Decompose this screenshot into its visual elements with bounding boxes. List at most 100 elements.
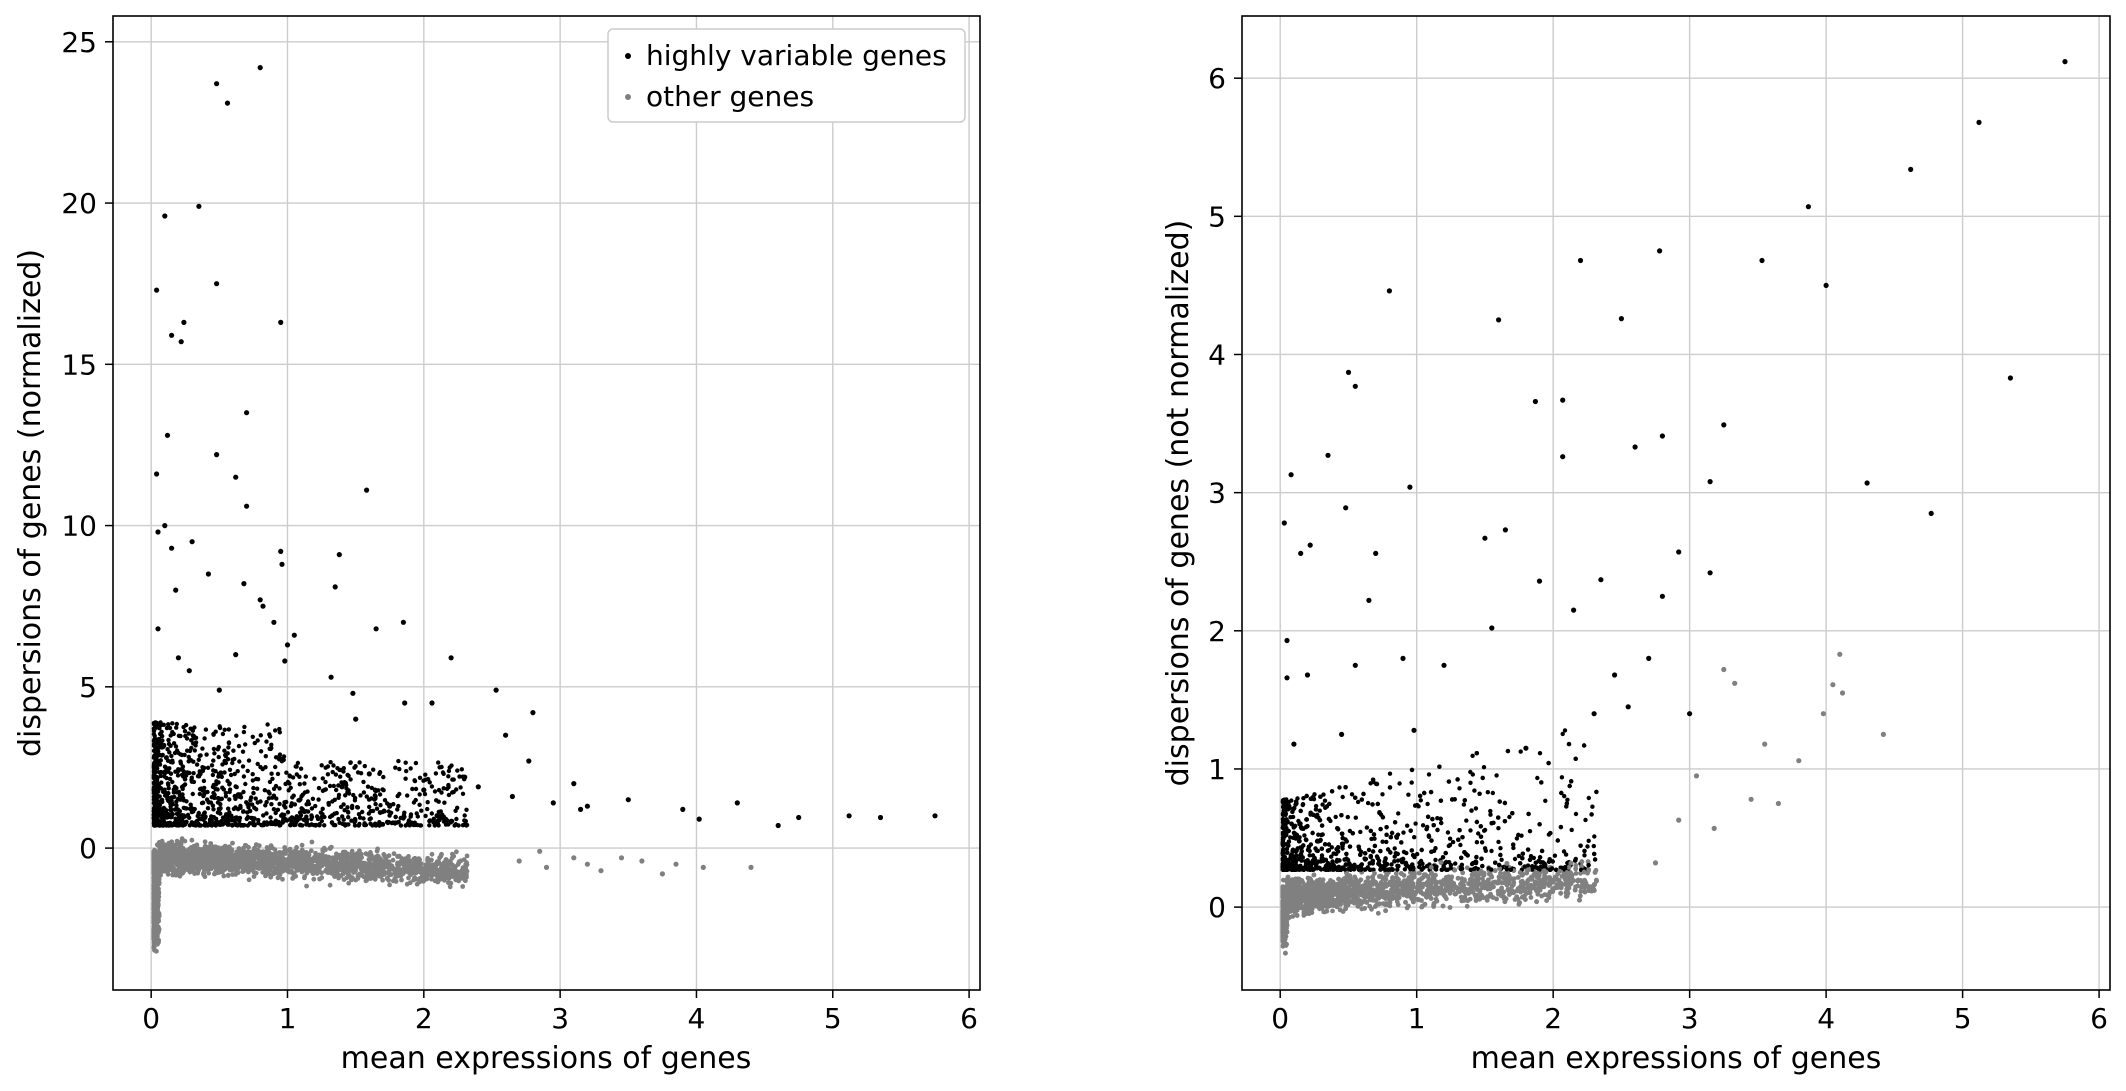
gene-point-highly-variable — [437, 765, 442, 770]
gene-point-highly-variable — [433, 771, 439, 776]
gene-point-highly-variable — [211, 746, 217, 752]
gene-point-highly-variable — [152, 768, 157, 773]
gene-point-highly-variable — [352, 798, 358, 803]
gene-point-other — [153, 858, 159, 864]
gene-point-other — [200, 862, 205, 867]
gene-point-highly-variable — [322, 823, 327, 828]
gene-point-highly-variable — [194, 762, 200, 767]
gene-point-highly-variable — [232, 756, 237, 762]
gene-point-highly-variable — [402, 814, 407, 820]
gene-point-highly-variable — [309, 806, 315, 811]
gene-point-highly-variable — [293, 764, 298, 769]
gene-point-other — [153, 919, 159, 925]
gene-point-other — [226, 850, 232, 856]
gene-point-highly-variable — [449, 763, 454, 768]
gene-point-highly-variable — [360, 809, 365, 815]
gene-point-highly-variable — [250, 802, 255, 807]
gene-point-highly-variable — [460, 791, 466, 796]
gene-point-other — [296, 850, 301, 856]
gene-point-highly-variable — [271, 807, 277, 812]
gene-point-highly-variable — [233, 822, 239, 828]
data-point-highly-variable — [175, 655, 181, 661]
gene-point-highly-variable — [169, 795, 175, 800]
gene-point-highly-variable — [220, 762, 225, 767]
gene-point-highly-variable — [368, 808, 373, 814]
data-point-highly-variable — [169, 545, 175, 551]
gene-point-highly-variable — [410, 786, 415, 792]
gene-point-other — [429, 876, 434, 882]
gene-point-other — [270, 858, 276, 864]
gene-point-highly-variable — [211, 732, 216, 737]
gene-point-other — [241, 864, 247, 870]
gene-point-highly-variable — [313, 803, 318, 809]
gene-point-other — [173, 849, 179, 854]
gene-point-other — [192, 871, 198, 876]
gene-point-highly-variable — [397, 766, 402, 772]
gene-point-other — [266, 864, 272, 870]
data-point-other — [659, 871, 666, 877]
gene-point-other — [303, 850, 309, 855]
gene-point-other — [332, 861, 337, 867]
gene-point-other — [196, 863, 202, 868]
gene-point-other — [156, 898, 161, 903]
gene-point-highly-variable — [345, 805, 350, 810]
gene-point-highly-variable — [393, 814, 398, 820]
gene-point-highly-variable — [258, 749, 264, 754]
gene-point-highly-variable — [425, 776, 431, 782]
gene-point-highly-variable — [204, 752, 209, 757]
gene-point-other — [242, 842, 248, 848]
gene-point-highly-variable — [377, 771, 382, 776]
gene-point-highly-variable — [387, 813, 392, 818]
gene-point-other — [413, 866, 419, 871]
gene-point-highly-variable — [243, 781, 248, 787]
gene-point-highly-variable — [168, 808, 174, 813]
x-axis-label-normalized: mean expressions of genes — [341, 1041, 752, 1076]
gene-point-highly-variable — [262, 788, 267, 793]
gene-point-highly-variable — [413, 786, 419, 792]
gene-point-highly-variable — [418, 823, 424, 828]
gene-point-other — [194, 850, 200, 856]
gene-point-other — [154, 894, 159, 900]
gene-point-highly-variable — [376, 788, 381, 793]
data-point-other — [618, 855, 625, 861]
gene-point-other — [457, 877, 462, 882]
data-point-highly-variable — [734, 800, 740, 806]
gene-point-other — [381, 871, 387, 877]
gene-point-other — [344, 875, 350, 881]
data-point-highly-variable — [680, 806, 686, 813]
gene-point-highly-variable — [250, 734, 255, 739]
gene-point-highly-variable — [314, 822, 319, 828]
gene-point-other — [448, 880, 454, 886]
gene-point-highly-variable — [398, 823, 404, 828]
gene-point-highly-variable — [291, 822, 297, 828]
gene-point-other — [418, 870, 424, 876]
gene-point-highly-variable — [151, 821, 157, 826]
gene-point-highly-variable — [264, 811, 269, 816]
gene-point-highly-variable — [211, 758, 216, 763]
data-point-highly-variable — [796, 814, 802, 821]
gene-point-highly-variable — [197, 771, 202, 776]
gene-point-highly-variable — [222, 819, 227, 824]
gene-point-highly-variable — [357, 760, 362, 765]
gene-point-highly-variable — [402, 810, 407, 815]
gene-point-other — [154, 853, 160, 859]
gene-point-other — [425, 870, 430, 876]
gene-point-highly-variable — [454, 816, 459, 822]
gene-point-other — [316, 852, 321, 858]
data-point-highly-variable — [462, 774, 468, 780]
gene-point-other — [235, 864, 241, 870]
gene-point-highly-variable — [273, 822, 279, 827]
gene-point-other — [388, 866, 394, 872]
gene-point-other — [183, 864, 189, 869]
gene-point-highly-variable — [164, 725, 170, 731]
gene-point-other — [375, 846, 380, 852]
gene-point-other — [164, 867, 170, 873]
gene-point-highly-variable — [200, 813, 205, 819]
gene-point-highly-variable — [255, 786, 260, 791]
gene-point-highly-variable — [286, 788, 291, 793]
data-point-highly-variable — [169, 332, 175, 338]
gene-point-highly-variable — [443, 822, 449, 827]
gene-point-highly-variable — [188, 802, 193, 807]
